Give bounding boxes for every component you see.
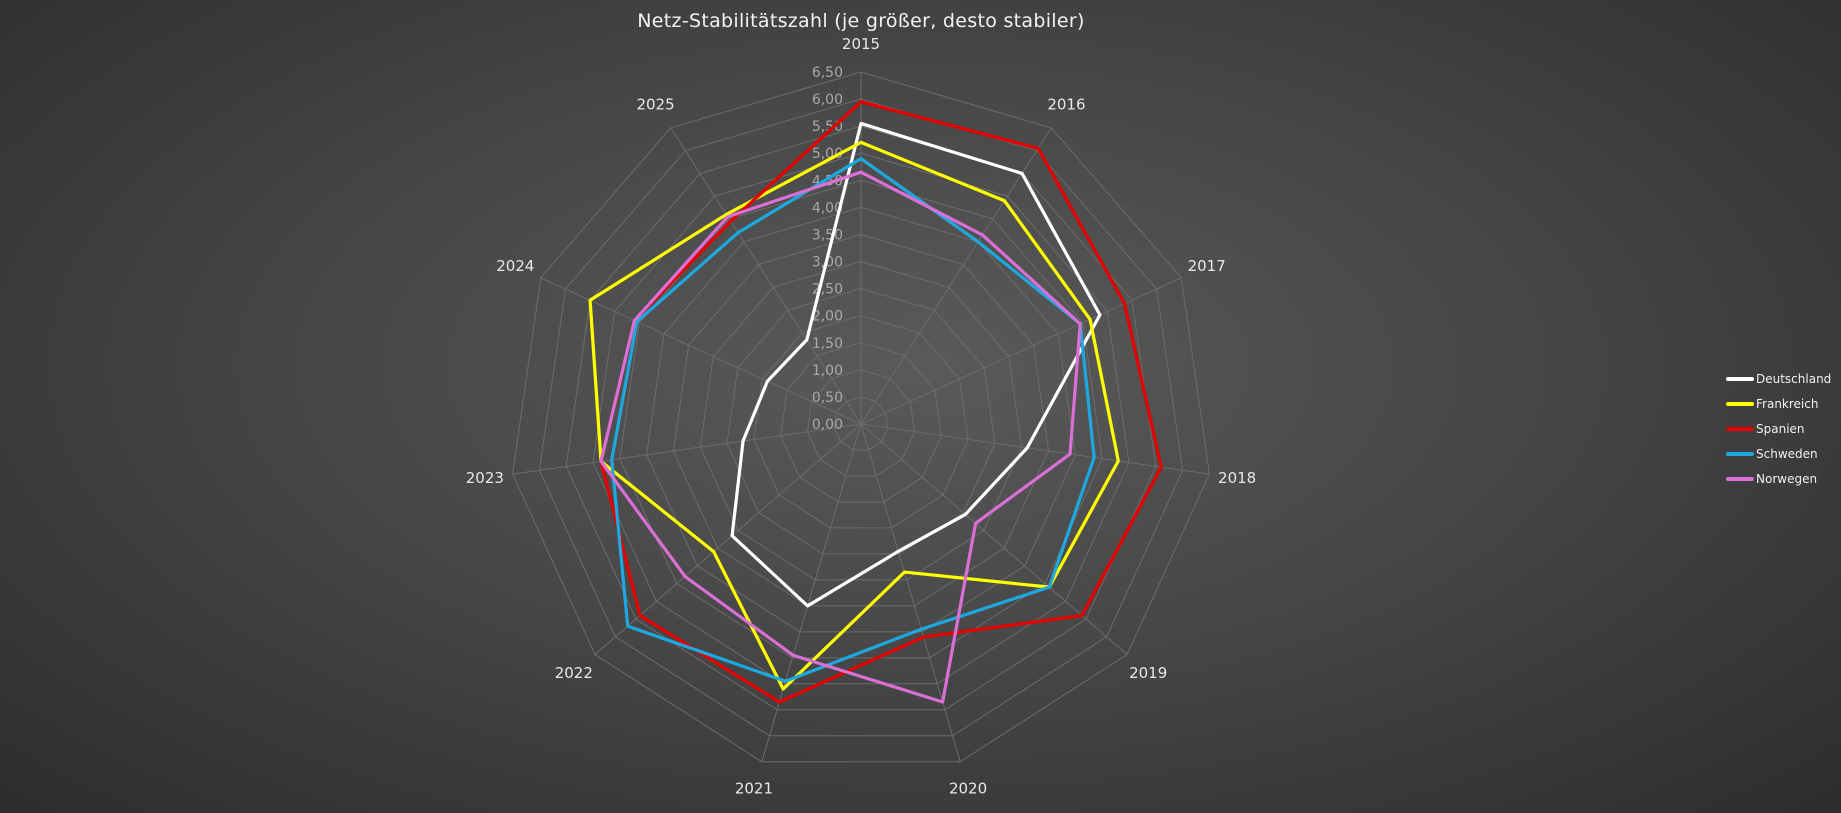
grid-ring xyxy=(672,233,1050,607)
legend: Deutschland Frankreich Spanien Schweden Norw… xyxy=(1726,366,1831,491)
series-line-norwegen xyxy=(599,170,1082,704)
grid-spoke xyxy=(860,127,1052,425)
category-labels: 2015 2016 2017 2018 2019 2020 2021 2022 2023 2024… xyxy=(466,35,1256,798)
radar-grid xyxy=(512,71,1210,763)
legend-item-deutschland: Deutschland xyxy=(1726,366,1831,391)
tick-label: 3,50 xyxy=(812,227,843,243)
grid-ring xyxy=(538,98,1184,737)
grid-spoke xyxy=(860,423,961,762)
grid-ring xyxy=(806,369,916,477)
category-label: 2021 xyxy=(735,780,773,798)
category-label: 2025 xyxy=(636,95,674,113)
tick-label: 0,50 xyxy=(812,390,843,406)
category-label: 2015 xyxy=(842,35,880,53)
legend-item-frankreich: Frankreich xyxy=(1726,391,1831,416)
tick-label: 5,50 xyxy=(812,119,843,135)
tick-label: 4,00 xyxy=(812,200,843,216)
legend-swatch xyxy=(1726,451,1754,456)
chart-title: Netz-Stabilitätszahl (je größer, desto s… xyxy=(637,10,1085,32)
tick-label: 1,50 xyxy=(812,336,843,352)
grid-ring xyxy=(780,342,942,503)
grid-spoke xyxy=(670,127,862,425)
legend-label: Spanien xyxy=(1756,421,1805,436)
category-label: 2019 xyxy=(1129,664,1167,682)
legend-item-spanien: Spanien xyxy=(1726,416,1831,441)
tick-label: 6,00 xyxy=(812,92,843,108)
legend-swatch xyxy=(1726,376,1754,381)
category-label: 2024 xyxy=(496,257,534,275)
category-label: 2020 xyxy=(949,780,987,798)
radial-tick-labels: 0,000,501,001,502,002,503,003,504,004,50… xyxy=(812,65,843,433)
tick-label: 5,00 xyxy=(812,146,843,162)
grid-spoke xyxy=(594,423,862,655)
legend-label: Norwegen xyxy=(1756,471,1818,486)
grid-spoke xyxy=(860,423,1210,475)
legend-item-schweden: Schweden xyxy=(1726,441,1831,466)
category-label: 2018 xyxy=(1218,469,1256,487)
grid-ring xyxy=(699,261,1023,581)
tick-label: 2,00 xyxy=(812,309,843,325)
grid-ring xyxy=(726,288,996,555)
category-label: 2023 xyxy=(466,469,504,487)
category-label: 2017 xyxy=(1188,257,1226,275)
grid-spoke xyxy=(540,277,862,425)
legend-label: Frankreich xyxy=(1756,396,1819,411)
grid-ring xyxy=(592,152,1130,685)
legend-swatch xyxy=(1726,426,1754,431)
tick-label: 0,00 xyxy=(812,417,843,433)
category-label: 2022 xyxy=(555,664,593,682)
series-line-frankreich xyxy=(588,140,1120,691)
legend-swatch xyxy=(1726,476,1754,481)
legend-item-norwegen: Norwegen xyxy=(1726,466,1831,491)
legend-label: Deutschland xyxy=(1756,371,1832,386)
grid-ring xyxy=(646,206,1076,633)
category-label: 2016 xyxy=(1047,95,1085,113)
grid-spoke xyxy=(512,423,862,475)
series-line-deutschland xyxy=(730,121,1102,608)
legend-label: Schweden xyxy=(1756,446,1818,461)
grid-ring xyxy=(512,71,1210,763)
grid-ring xyxy=(753,315,969,529)
grid-ring xyxy=(565,125,1157,711)
grid-spoke xyxy=(761,423,862,762)
grid-spoke xyxy=(860,277,1182,425)
grid-ring xyxy=(833,396,889,451)
tick-label: 1,00 xyxy=(812,363,843,379)
grid-spoke xyxy=(860,423,1128,655)
legend-swatch xyxy=(1726,401,1754,406)
tick-label: 6,50 xyxy=(812,65,843,81)
data-series xyxy=(588,100,1163,704)
